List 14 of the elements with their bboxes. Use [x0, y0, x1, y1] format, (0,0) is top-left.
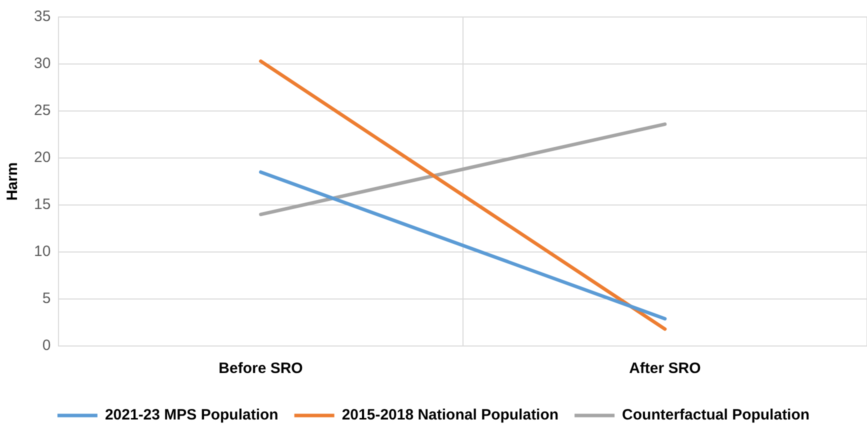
y-tick-label: 15 [34, 196, 51, 214]
y-tick-label: 35 [34, 8, 51, 26]
y-tick-label: 30 [34, 55, 51, 72]
legend-label: 2015-2018 National Population [342, 406, 559, 424]
legend-label: 2021-23 MPS Population [104, 406, 278, 424]
y-tick-label: 25 [34, 102, 51, 120]
x-tick-label: Before SRO [218, 360, 304, 378]
y-tick-label: 5 [42, 290, 51, 308]
y-axis-title: Harm [4, 162, 22, 201]
y-tick-label: 10 [34, 243, 51, 260]
y-tick-label: 0 [42, 337, 51, 354]
y-tick-label: 20 [34, 149, 51, 166]
x-tick-label: After SRO [629, 360, 702, 378]
legend-label: Counterfactual Population [622, 406, 810, 424]
